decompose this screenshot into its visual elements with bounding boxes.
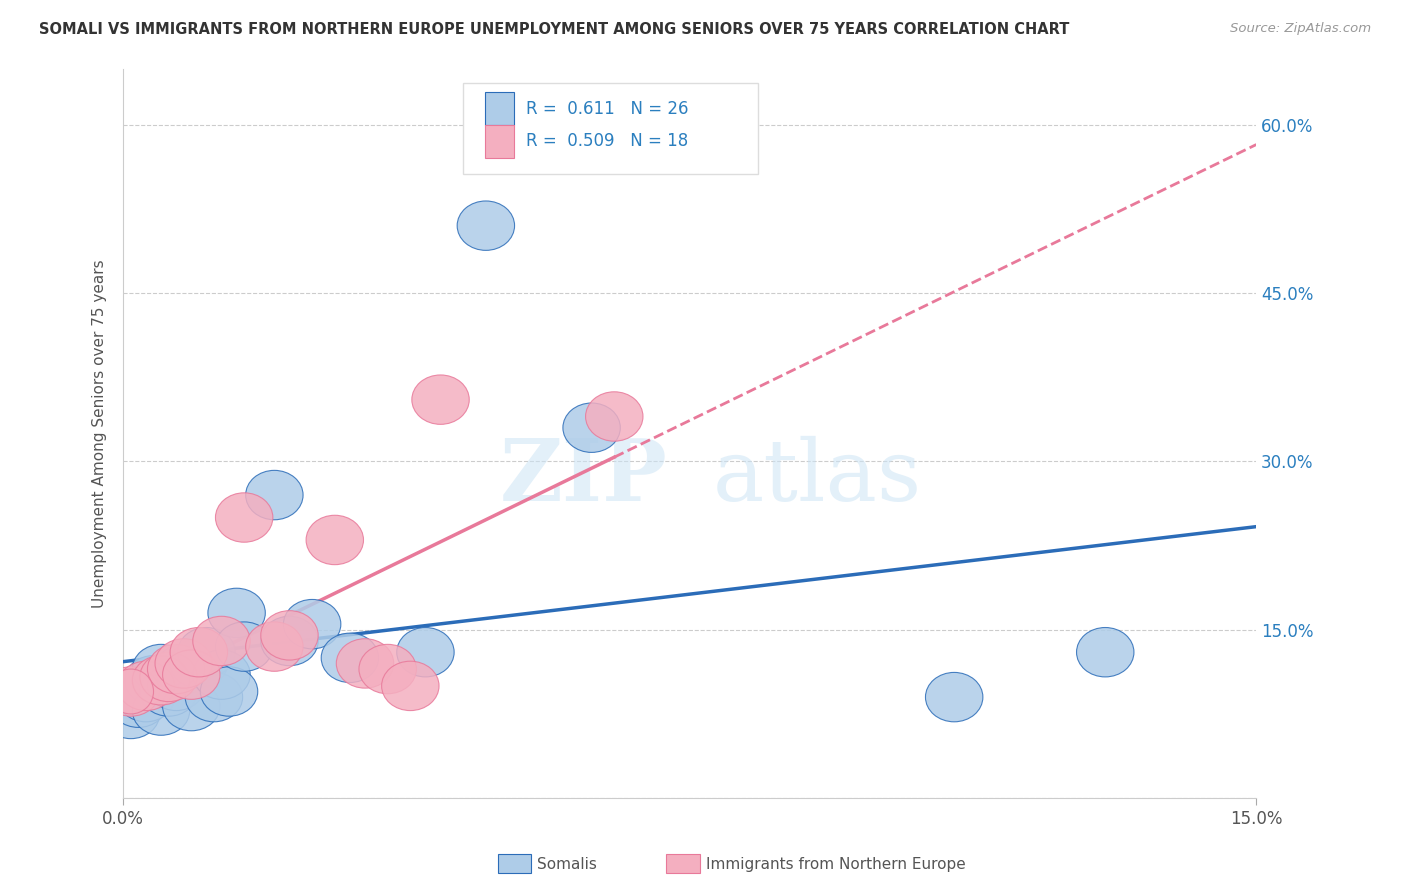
Ellipse shape [103,667,159,716]
FancyBboxPatch shape [485,125,515,158]
Ellipse shape [148,644,205,694]
Ellipse shape [307,516,364,565]
Ellipse shape [141,667,197,716]
Ellipse shape [163,681,219,731]
Ellipse shape [132,656,190,705]
Ellipse shape [1077,627,1135,677]
FancyBboxPatch shape [485,92,515,126]
Text: Source: ZipAtlas.com: Source: ZipAtlas.com [1230,22,1371,36]
Ellipse shape [284,599,340,648]
Text: Somalis: Somalis [537,857,598,871]
Ellipse shape [200,667,257,716]
Ellipse shape [108,669,153,714]
Ellipse shape [125,656,183,705]
Ellipse shape [208,588,266,638]
Ellipse shape [562,403,620,452]
Text: SOMALI VS IMMIGRANTS FROM NORTHERN EUROPE UNEMPLOYMENT AMONG SENIORS OVER 75 YEA: SOMALI VS IMMIGRANTS FROM NORTHERN EUROP… [39,22,1070,37]
Ellipse shape [321,633,378,682]
FancyBboxPatch shape [463,83,758,174]
Ellipse shape [170,639,228,688]
Ellipse shape [925,673,983,722]
Text: atlas: atlas [713,435,921,518]
Ellipse shape [148,661,205,711]
Ellipse shape [260,611,318,660]
Ellipse shape [193,650,250,699]
Ellipse shape [193,616,250,665]
Ellipse shape [163,650,219,699]
Ellipse shape [412,375,470,425]
Ellipse shape [132,644,190,694]
Ellipse shape [585,392,643,442]
Ellipse shape [215,622,273,672]
Ellipse shape [155,639,212,688]
Text: ZIP: ZIP [499,435,666,519]
Ellipse shape [110,678,167,727]
Ellipse shape [170,627,228,677]
Ellipse shape [396,627,454,677]
Text: R =  0.611   N = 26: R = 0.611 N = 26 [526,100,688,118]
Ellipse shape [381,661,439,711]
Ellipse shape [246,470,304,520]
Ellipse shape [117,661,174,711]
Y-axis label: Unemployment Among Seniors over 75 years: Unemployment Among Seniors over 75 years [93,259,107,607]
Ellipse shape [155,644,212,694]
Text: R =  0.509   N = 18: R = 0.509 N = 18 [526,133,688,151]
Ellipse shape [336,639,394,688]
Ellipse shape [132,686,190,735]
Ellipse shape [359,644,416,694]
Ellipse shape [103,690,159,739]
Ellipse shape [246,622,304,672]
Ellipse shape [215,492,273,542]
Ellipse shape [260,616,318,665]
Ellipse shape [186,673,243,722]
Ellipse shape [177,627,235,677]
Ellipse shape [141,652,197,702]
Ellipse shape [117,673,174,722]
Ellipse shape [457,201,515,251]
Text: Immigrants from Northern Europe: Immigrants from Northern Europe [706,857,966,871]
